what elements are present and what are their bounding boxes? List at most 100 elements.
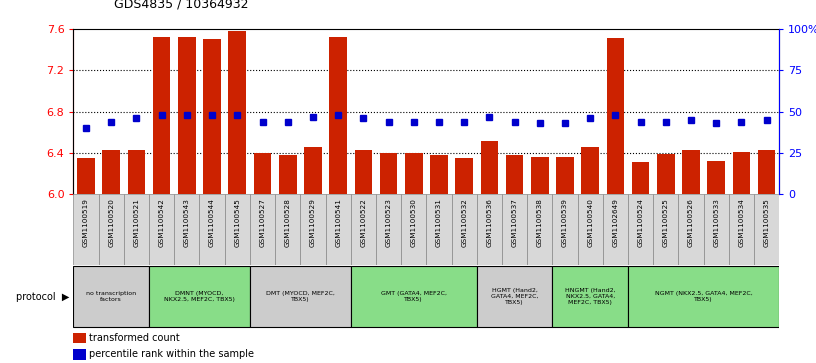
Bar (149, 266, 250, 327)
Bar (729, 194, 754, 265)
Bar (405, 153, 423, 194)
Bar (426, 194, 451, 265)
Bar (682, 150, 700, 194)
Bar (552, 194, 578, 265)
Text: GSM1100521: GSM1100521 (134, 198, 140, 246)
Text: GSM1100531: GSM1100531 (436, 198, 442, 246)
Text: GSM1100535: GSM1100535 (764, 198, 769, 246)
Text: GSM1100541: GSM1100541 (335, 198, 341, 246)
Text: GSM1100520: GSM1100520 (109, 198, 114, 246)
Bar (103, 150, 120, 194)
Bar (330, 37, 347, 194)
Text: GMT (GATA4, MEF2C,
TBX5): GMT (GATA4, MEF2C, TBX5) (381, 291, 446, 302)
Bar (477, 194, 502, 265)
Bar (430, 155, 448, 194)
Bar (73, 333, 86, 343)
Text: percentile rank within the sample: percentile rank within the sample (89, 349, 255, 359)
Text: no transcription
factors: no transcription factors (86, 291, 136, 302)
Bar (758, 150, 775, 194)
Bar (300, 194, 326, 265)
Bar (127, 150, 145, 194)
Bar (628, 194, 654, 265)
Text: GSM1100536: GSM1100536 (486, 198, 492, 246)
Text: GSM1100527: GSM1100527 (259, 198, 265, 246)
Bar (628, 266, 779, 327)
Text: GSM1100537: GSM1100537 (512, 198, 517, 246)
Bar (149, 194, 175, 265)
Text: GSM1100539: GSM1100539 (562, 198, 568, 246)
Bar (451, 194, 477, 265)
Bar (707, 161, 725, 194)
Bar (254, 153, 272, 194)
Bar (455, 158, 473, 194)
Text: GSM1100519: GSM1100519 (83, 198, 89, 246)
Bar (654, 194, 678, 265)
Bar (557, 157, 574, 194)
Text: GSM1100526: GSM1100526 (688, 198, 694, 246)
Text: GSM1100538: GSM1100538 (537, 198, 543, 246)
Text: GDS4835 / 10364932: GDS4835 / 10364932 (114, 0, 249, 11)
Text: GSM1100530: GSM1100530 (410, 198, 417, 246)
Bar (178, 37, 196, 194)
Text: NGMT (NKX2.5, GATA4, MEF2C,
TBX5): NGMT (NKX2.5, GATA4, MEF2C, TBX5) (654, 291, 752, 302)
Bar (754, 194, 779, 265)
Bar (78, 158, 95, 194)
Text: DMNT (MYOCD,
NKX2.5, MEF2C, TBX5): DMNT (MYOCD, NKX2.5, MEF2C, TBX5) (164, 291, 235, 302)
Text: GSM1100544: GSM1100544 (209, 198, 215, 246)
Text: GSM1100545: GSM1100545 (234, 198, 240, 246)
Bar (73, 194, 99, 265)
Bar (481, 140, 499, 194)
Text: transformed count: transformed count (89, 333, 180, 343)
Text: GSM1100528: GSM1100528 (285, 198, 290, 246)
Bar (703, 194, 729, 265)
Bar (733, 152, 750, 194)
Text: GSM1100543: GSM1100543 (184, 198, 190, 246)
Text: GSM1100525: GSM1100525 (663, 198, 669, 246)
Bar (351, 266, 477, 327)
Bar (552, 266, 628, 327)
Bar (632, 162, 650, 194)
Bar (279, 155, 296, 194)
Bar (250, 194, 275, 265)
Text: GSM1100533: GSM1100533 (713, 198, 719, 246)
Text: GSM1100532: GSM1100532 (461, 198, 468, 246)
Bar (224, 194, 250, 265)
Bar (275, 194, 300, 265)
Text: GSM1100522: GSM1100522 (361, 198, 366, 246)
Bar (73, 349, 86, 359)
Bar (228, 31, 246, 194)
Bar (657, 154, 675, 194)
Bar (351, 194, 376, 265)
Text: GSM1100523: GSM1100523 (385, 198, 392, 246)
Bar (203, 39, 221, 194)
Bar (73, 266, 149, 327)
Bar (678, 194, 703, 265)
Bar (326, 194, 351, 265)
Bar (376, 194, 401, 265)
Text: protocol  ▶: protocol ▶ (16, 292, 69, 302)
Bar (477, 266, 552, 327)
Bar (581, 147, 599, 194)
Text: GSM1100540: GSM1100540 (588, 198, 593, 246)
Text: GSM1100534: GSM1100534 (738, 198, 744, 246)
Bar (379, 153, 397, 194)
Bar (354, 150, 372, 194)
Bar (153, 37, 171, 194)
Bar (578, 194, 603, 265)
Bar (527, 194, 552, 265)
Text: HGMT (Hand2,
GATA4, MEF2C,
TBX5): HGMT (Hand2, GATA4, MEF2C, TBX5) (491, 289, 539, 305)
Bar (199, 194, 224, 265)
Bar (531, 157, 548, 194)
Bar (606, 38, 624, 194)
Text: HNGMT (Hand2,
NKX2.5, GATA4,
MEF2C, TBX5): HNGMT (Hand2, NKX2.5, GATA4, MEF2C, TBX5… (565, 289, 615, 305)
Text: GSM1100524: GSM1100524 (637, 198, 644, 246)
Bar (99, 194, 124, 265)
Bar (250, 266, 351, 327)
Bar (502, 194, 527, 265)
Text: GSM1102649: GSM1102649 (613, 198, 619, 246)
Text: DMT (MYOCD, MEF2C,
TBX5): DMT (MYOCD, MEF2C, TBX5) (266, 291, 335, 302)
Bar (304, 147, 322, 194)
Text: GSM1100529: GSM1100529 (310, 198, 316, 246)
Bar (124, 194, 149, 265)
Bar (401, 194, 426, 265)
